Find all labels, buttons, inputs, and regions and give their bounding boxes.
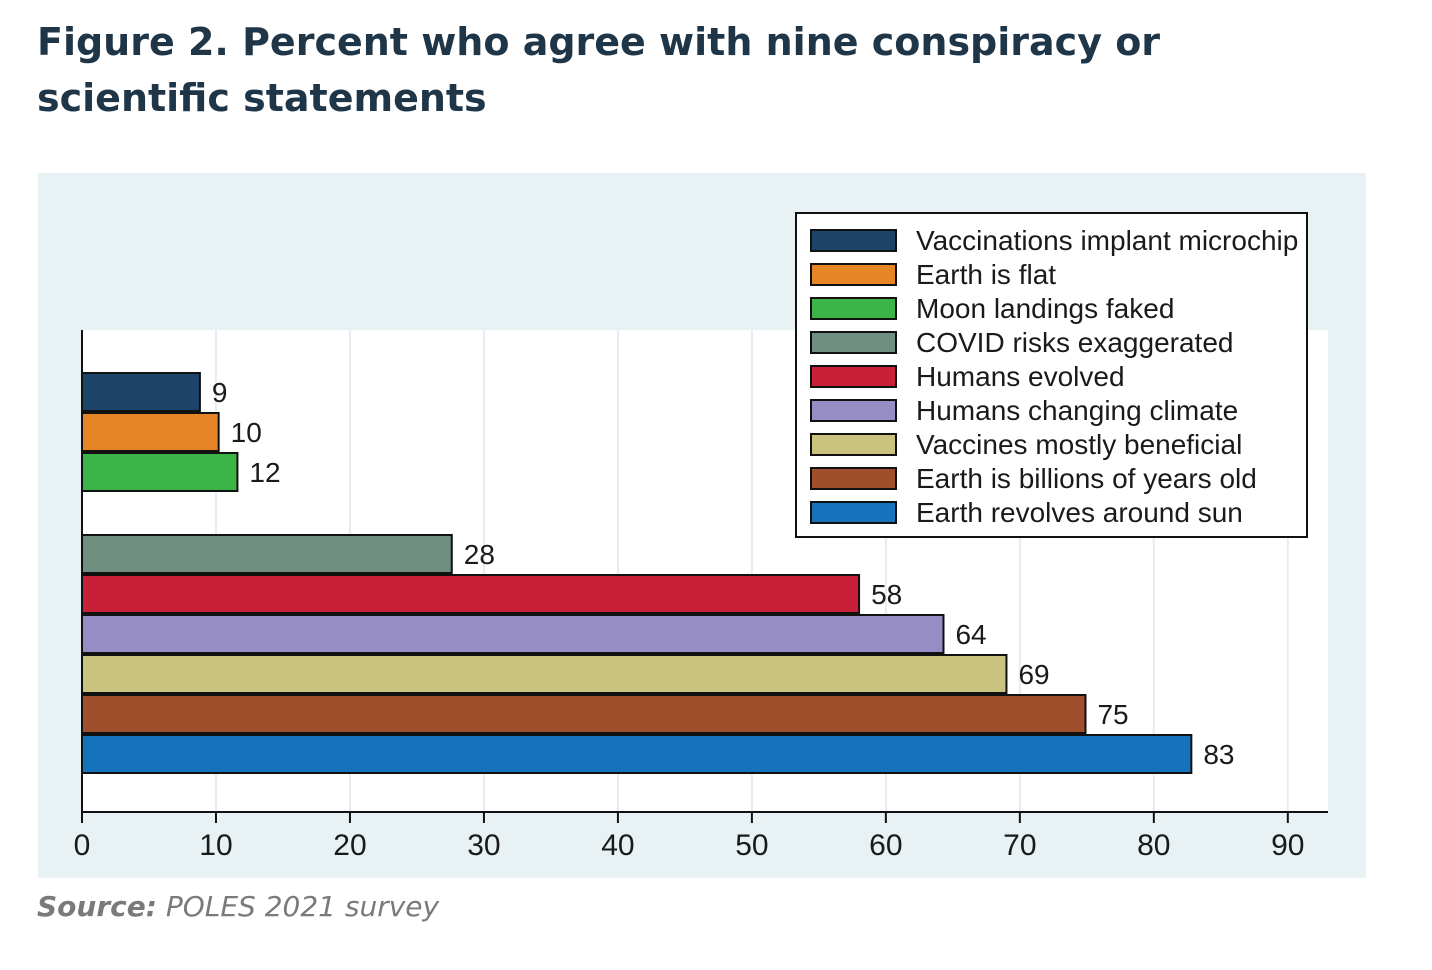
source-label: Source: bbox=[37, 890, 157, 923]
data-label-8: 75 bbox=[1097, 699, 1128, 730]
x-tick-label: 10 bbox=[199, 829, 232, 862]
bar-4 bbox=[81, 534, 453, 574]
legend-swatch-6 bbox=[810, 399, 897, 422]
figure-title: Figure 2. Percent who agree with nine co… bbox=[37, 20, 1161, 120]
x-tick-label: 80 bbox=[1137, 829, 1170, 862]
x-tick-label: 20 bbox=[333, 829, 366, 862]
source-note: Source: POLES 2021 survey bbox=[37, 890, 439, 923]
data-label-9: 83 bbox=[1203, 739, 1234, 770]
legend-swatch-1 bbox=[810, 229, 897, 252]
legend-label-6: Humans changing climate bbox=[916, 395, 1238, 426]
x-tick-label: 0 bbox=[74, 829, 91, 862]
legend-label-8: Earth is billions of years old bbox=[916, 463, 1257, 494]
legend-label-4: COVID risks exaggerated bbox=[916, 327, 1233, 358]
bar-8 bbox=[81, 694, 1087, 734]
legend-swatch-4 bbox=[810, 331, 897, 354]
x-tick-label: 60 bbox=[869, 829, 902, 862]
source-text: POLES 2021 survey bbox=[165, 890, 440, 923]
legend-swatch-9 bbox=[810, 501, 897, 524]
legend-swatch-3 bbox=[810, 297, 897, 320]
x-tick-label: 40 bbox=[601, 829, 634, 862]
x-tick-label: 70 bbox=[1003, 829, 1036, 862]
legend-label-9: Earth revolves around sun bbox=[916, 497, 1243, 528]
legend-label-3: Moon landings faked bbox=[916, 293, 1174, 324]
x-tick-label: 30 bbox=[467, 829, 500, 862]
data-label-2: 10 bbox=[231, 417, 262, 448]
x-tick-label: 50 bbox=[735, 829, 768, 862]
data-label-7: 69 bbox=[1018, 659, 1049, 690]
legend-swatch-5 bbox=[810, 365, 897, 388]
legend-label-7: Vaccines mostly beneficial bbox=[916, 429, 1242, 460]
chart-panel: 9 10 12 28 58 64 69 75 83 0 10 20 30 40 50 60 70 80 90 Vacc… bbox=[38, 173, 1366, 878]
data-label-3: 12 bbox=[249, 457, 280, 488]
bar-3 bbox=[81, 452, 239, 492]
bar-5 bbox=[81, 574, 861, 614]
legend-swatch-8 bbox=[810, 467, 897, 490]
bar-6 bbox=[81, 614, 945, 654]
data-label-1: 9 bbox=[212, 377, 228, 408]
data-label-4: 28 bbox=[464, 539, 495, 570]
bar-2 bbox=[81, 412, 220, 452]
x-tick-label: 90 bbox=[1271, 829, 1304, 862]
data-label-6: 64 bbox=[955, 619, 986, 650]
legend-label-5: Humans evolved bbox=[916, 361, 1125, 392]
legend-label-1: Vaccinations implant microchip bbox=[916, 225, 1298, 256]
data-label-5: 58 bbox=[871, 579, 902, 610]
bar-9 bbox=[81, 734, 1193, 774]
legend-label-2: Earth is flat bbox=[916, 259, 1056, 290]
bar-1 bbox=[81, 372, 201, 412]
legend-swatch-7 bbox=[810, 433, 897, 456]
legend-swatch-2 bbox=[810, 263, 897, 286]
bar-7 bbox=[81, 654, 1008, 694]
